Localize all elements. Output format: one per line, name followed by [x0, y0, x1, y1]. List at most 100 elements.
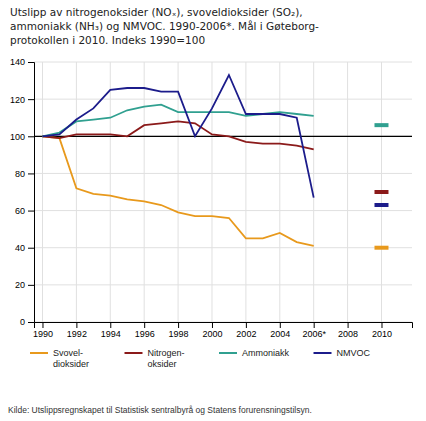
- y-axis-line: [28, 63, 35, 323]
- legend-swatch: [219, 352, 237, 354]
- grid-line: [34, 210, 412, 211]
- legend: Svovel-dioksider Nitrogen-oksider Ammoniak…: [30, 348, 371, 369]
- legend-swatch: [30, 352, 48, 354]
- x-tick-mark: [42, 322, 43, 328]
- grid-line: [34, 62, 412, 63]
- grid-line: [42, 62, 43, 322]
- chart: Utslipp av nitrogenoksider (NOₓ), svovel…: [0, 0, 426, 421]
- x-axis: 1990 1992 1994 1996 1998 2000 2002 2004 2006* 200…: [33, 322, 413, 339]
- x-tick-mark: [314, 322, 315, 328]
- x-tick-label: 1992: [67, 329, 87, 339]
- y-tick: 80: [15, 169, 34, 179]
- x-tick: 2000: [202, 322, 222, 339]
- series-line: [42, 136, 313, 246]
- legend-item: NMVOC: [314, 348, 371, 358]
- x-tick-mark: [144, 322, 145, 328]
- grid-line: [279, 62, 280, 322]
- grid: [34, 62, 412, 322]
- legend-label: Svovel-dioksider: [53, 348, 89, 369]
- y-tick: 40: [15, 243, 34, 253]
- grid-line: [245, 62, 246, 322]
- x-axis-line: [35, 323, 413, 329]
- plot-area: [34, 75, 412, 248]
- x-tick-label: 2004: [270, 329, 290, 339]
- x-tick-mark: [110, 322, 111, 328]
- y-tick-label: 20: [15, 280, 25, 290]
- x-tick-mark: [178, 322, 179, 328]
- grid-line: [178, 62, 179, 322]
- x-tick: 2006*: [302, 322, 326, 339]
- x-tick: 2002: [236, 322, 256, 339]
- grid-line: [76, 62, 77, 322]
- y-tick-mark: [28, 211, 34, 212]
- grid-line: [211, 62, 212, 322]
- x-tick-mark: [381, 322, 382, 328]
- x-tick-label: 2010: [372, 329, 392, 339]
- series-line: [42, 121, 313, 149]
- y-tick-label: 80: [15, 169, 25, 179]
- x-tick-mark: [348, 322, 349, 328]
- grid-line: [110, 62, 111, 322]
- x-tick-label: 2006*: [302, 329, 326, 339]
- y-tick-label: 60: [15, 206, 25, 216]
- x-tick-label: 1994: [101, 329, 121, 339]
- x-tick: 2010: [372, 322, 392, 339]
- grid-line: [347, 62, 348, 322]
- legend-label: NMVOC: [337, 348, 371, 358]
- legend-item: Svovel-dioksider: [30, 348, 89, 369]
- target-marker: [374, 123, 388, 127]
- y-tick-label: 40: [15, 243, 25, 253]
- y-tick: 0: [20, 317, 34, 327]
- x-tick: 2004: [270, 322, 290, 339]
- grid-line: [34, 173, 412, 174]
- y-tick: 100: [10, 132, 34, 142]
- series-line: [42, 75, 313, 198]
- series-line: [42, 105, 313, 137]
- x-tick: 1994: [101, 322, 121, 339]
- y-tick-mark: [28, 248, 34, 249]
- legend-swatch: [125, 352, 143, 354]
- x-tick-label: 1990: [33, 329, 53, 339]
- x-tick-mark: [76, 322, 77, 328]
- y-tick-mark: [28, 322, 34, 323]
- y-tick-mark: [28, 136, 34, 137]
- grid-line: [34, 247, 412, 248]
- x-tick-mark: [246, 322, 247, 328]
- x-tick-label: 2008: [338, 329, 358, 339]
- x-tick: 1990: [33, 322, 53, 339]
- x-tick-label: 2002: [236, 329, 256, 339]
- target-marker: [374, 190, 388, 194]
- legend-swatch: [314, 352, 332, 354]
- y-tick-mark: [28, 99, 34, 100]
- grid-line: [34, 99, 412, 100]
- y-tick: 20: [15, 280, 34, 290]
- x-tick-mark: [212, 322, 213, 328]
- legend-item: Nitrogen-oksider: [125, 348, 185, 369]
- y-tick: 120: [10, 95, 34, 105]
- grid-line: [34, 284, 412, 285]
- x-tick: 1998: [169, 322, 189, 339]
- x-tick: 1996: [135, 322, 155, 339]
- x-tick: 2008: [338, 322, 358, 339]
- y-tick-label: 0: [20, 317, 25, 327]
- x-tick: 1992: [67, 322, 87, 339]
- y-tick-label: 140: [10, 57, 25, 67]
- title: Utslipp av nitrogenoksider (NOₓ), svovel…: [10, 6, 319, 46]
- y-tick-mark: [28, 62, 34, 63]
- y-tick: 60: [15, 206, 34, 216]
- legend-label: Ammoniakk: [242, 348, 290, 358]
- y-tick-mark: [28, 285, 34, 286]
- x-tick-label: 1998: [169, 329, 189, 339]
- y-tick-label: 120: [10, 95, 25, 105]
- x-tick-label: 1996: [135, 329, 155, 339]
- y-tick-label: 100: [10, 132, 25, 142]
- x-tick-label: 2000: [202, 329, 222, 339]
- y-axis: 0 20 40 60 80 100 120 140: [10, 57, 35, 327]
- target-marker: [374, 246, 388, 250]
- legend-item: Ammoniakk: [219, 348, 290, 358]
- legend-label: Nitrogen-oksider: [148, 348, 185, 369]
- y-tick-mark: [28, 173, 34, 174]
- target-marker: [374, 203, 388, 207]
- grid-line: [144, 62, 145, 322]
- source: Kilde: Utslippsregnskapet til Statistisk…: [8, 405, 312, 415]
